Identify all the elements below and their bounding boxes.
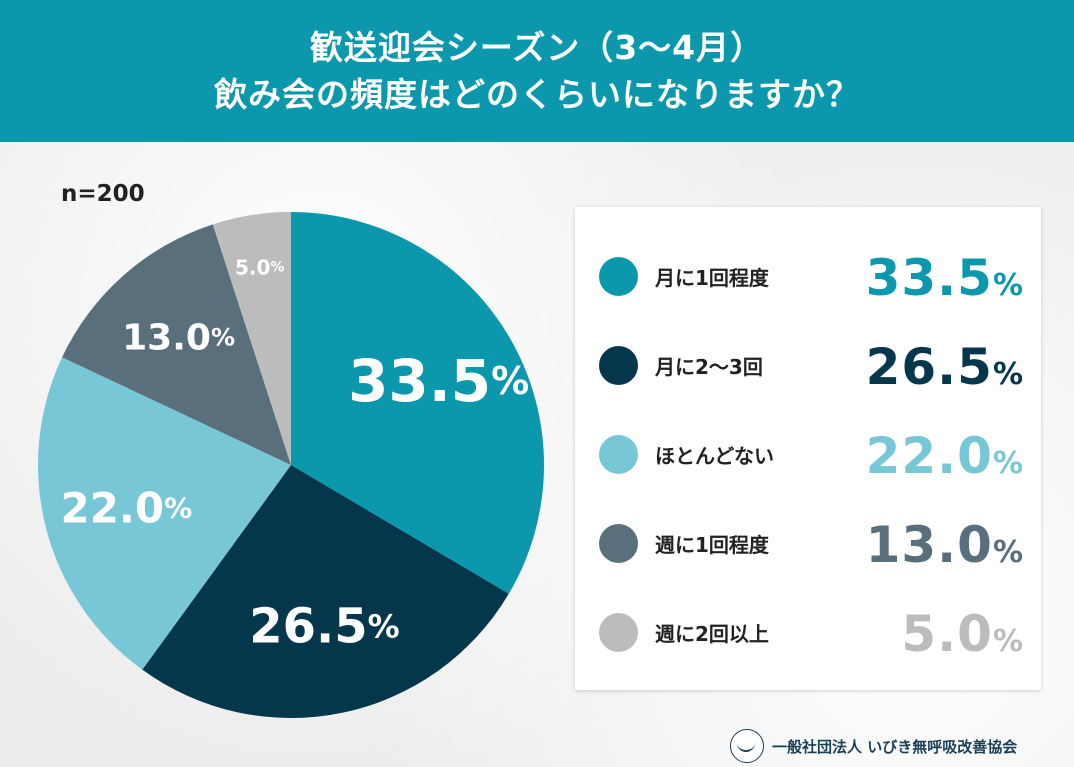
pie-slice — [142, 465, 509, 718]
footer-credit: 一般社団法人 いびき無呼吸改善協会 — [730, 728, 1017, 764]
pie-slice — [37, 357, 291, 670]
sleeping-face-icon — [730, 729, 764, 763]
legend-value: 13.0% — [865, 516, 1023, 574]
pie-slice — [291, 212, 545, 594]
legend-label: ほとんどない — [655, 444, 774, 468]
legend-swatch — [599, 524, 638, 563]
legend-value: 33.5% — [865, 249, 1023, 307]
legend-item: 月に1回程度 33.5% — [575, 247, 1041, 307]
slice-data-label: 13.0% — [122, 317, 235, 358]
pie-slice — [62, 224, 292, 465]
pie-slice — [212, 212, 291, 465]
title-line-1: 歓送迎会シーズン（3〜4月） — [309, 28, 765, 67]
organization-name: 一般社団法人 いびき無呼吸改善協会 — [772, 737, 1018, 756]
slice-data-label: 22.0% — [60, 483, 192, 532]
legend-label: 月に1回程度 — [655, 266, 769, 290]
legend-panel: 月に1回程度 33.5% 月に2〜3回 26.5% ほとんどない 22.0% 週に1回程度 1… — [575, 207, 1041, 690]
legend-item: ほとんどない 22.0% — [575, 425, 1041, 485]
slice-data-label: 26.5% — [249, 599, 400, 655]
slice-data-label: 33.5% — [348, 347, 529, 415]
legend-value: 5.0% — [901, 605, 1023, 663]
title-banner: 歓送迎会シーズン（3〜4月） 飲み会の頻度はどのくらいになりますか？ — [0, 0, 1074, 142]
legend-swatch — [599, 435, 638, 474]
legend-label: 週に1回程度 — [655, 533, 769, 557]
legend-item: 週に2回以上 5.0% — [575, 603, 1041, 663]
legend-value: 22.0% — [865, 427, 1023, 485]
legend-swatch — [599, 613, 638, 652]
legend-label: 週に2回以上 — [655, 622, 769, 646]
legend-value: 26.5% — [865, 338, 1023, 396]
legend-item: 週に1回程度 13.0% — [575, 514, 1041, 574]
legend-item: 月に2〜3回 26.5% — [575, 336, 1041, 396]
title-line-2: 飲み会の頻度はどのくらいになりますか？ — [214, 75, 860, 114]
legend-swatch — [599, 346, 638, 385]
legend-swatch — [599, 257, 638, 296]
slice-data-label: 5.0% — [235, 255, 284, 279]
legend-label: 月に2〜3回 — [655, 355, 763, 379]
sample-size-label: n=200 — [61, 181, 145, 207]
